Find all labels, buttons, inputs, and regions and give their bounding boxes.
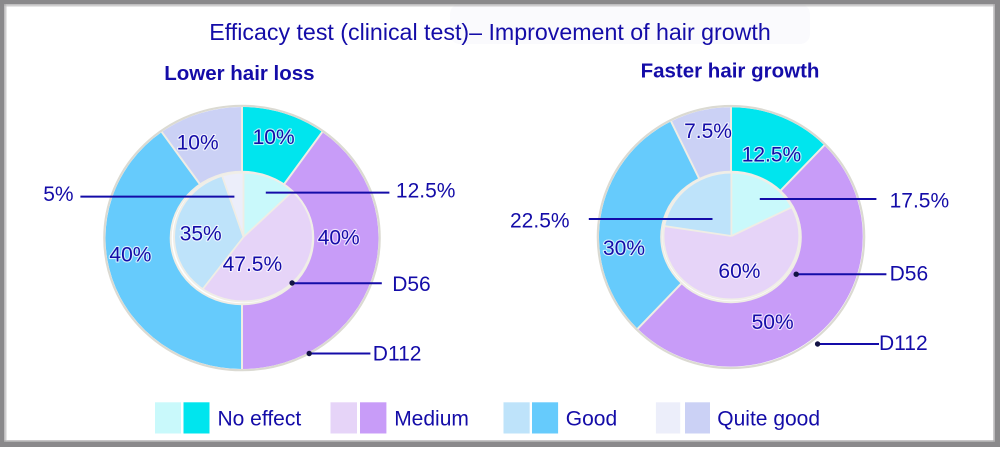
svg-text:Good: Good [566, 408, 617, 431]
svg-text:12.5%: 12.5% [742, 143, 802, 166]
svg-text:Medium: Medium [394, 408, 469, 431]
svg-text:40%: 40% [109, 243, 151, 266]
svg-text:D56: D56 [392, 273, 431, 296]
svg-text:Quite good: Quite good [717, 408, 820, 431]
svg-text:60%: 60% [718, 260, 760, 283]
svg-text:7.5%: 7.5% [684, 120, 732, 143]
svg-text:35%: 35% [180, 223, 222, 246]
svg-text:D112: D112 [373, 343, 422, 366]
svg-text:47.5%: 47.5% [223, 253, 283, 276]
svg-text:12.5%: 12.5% [396, 180, 456, 203]
svg-text:5%: 5% [43, 183, 73, 206]
svg-text:10%: 10% [177, 132, 219, 155]
svg-text:40%: 40% [318, 227, 360, 250]
svg-text:No effect: No effect [218, 408, 302, 431]
svg-text:17.5%: 17.5% [890, 190, 950, 213]
svg-text:22.5%: 22.5% [510, 210, 570, 233]
svg-text:10%: 10% [253, 126, 295, 149]
svg-text:50%: 50% [752, 311, 794, 334]
svg-text:Faster hair growth: Faster hair growth [641, 60, 820, 83]
svg-text:D112: D112 [879, 332, 928, 355]
svg-text:30%: 30% [603, 237, 645, 260]
svg-text:D56: D56 [890, 263, 929, 286]
svg-text:Lower hair loss: Lower hair loss [164, 62, 314, 85]
svg-text:Efficacy test (clinical test)–: Efficacy test (clinical test)– Improveme… [209, 19, 770, 45]
